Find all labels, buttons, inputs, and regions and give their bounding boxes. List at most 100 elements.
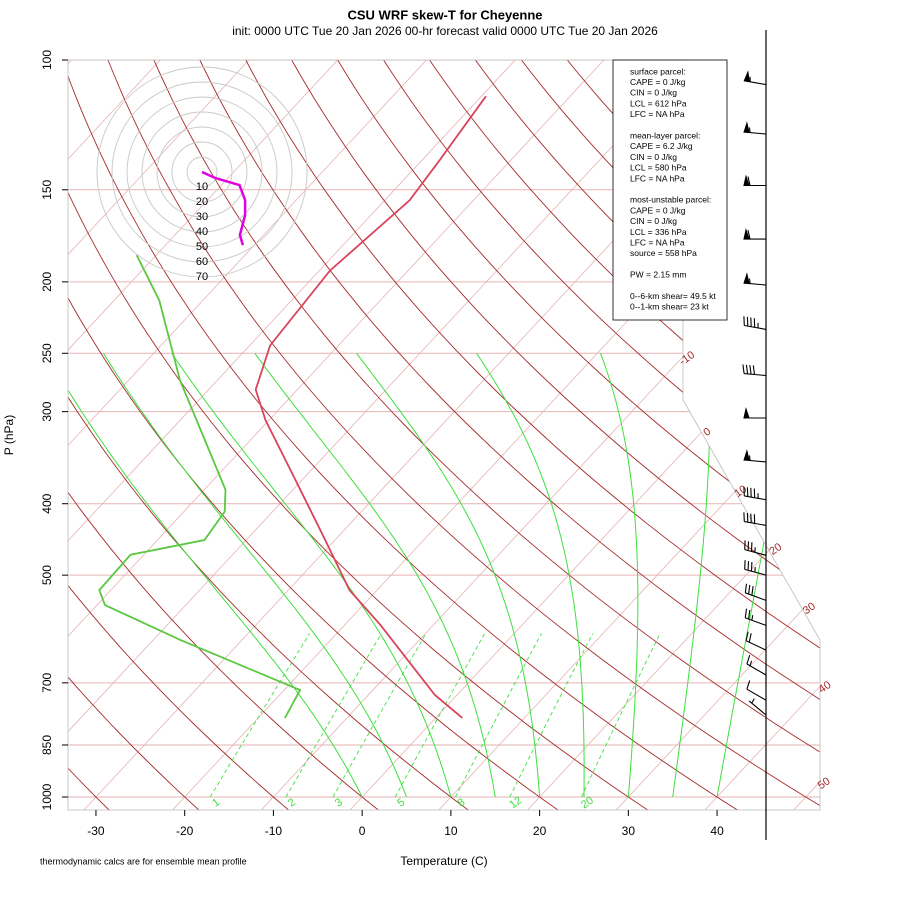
dry-adiabat bbox=[68, 60, 291, 810]
wind-barb bbox=[745, 631, 767, 651]
wind-barb bbox=[744, 583, 767, 601]
wind-barb bbox=[748, 698, 767, 716]
x-tick-label: 0 bbox=[359, 824, 366, 838]
wind-barb bbox=[743, 70, 767, 86]
mixing-ratio-label: 5 bbox=[395, 796, 407, 809]
x-tick-label: 20 bbox=[533, 824, 547, 838]
wind-barb bbox=[743, 121, 767, 135]
hodograph-line bbox=[201, 170, 247, 246]
dry-adiabat bbox=[68, 60, 470, 810]
info-text: LFC = NA hPa bbox=[630, 173, 685, 183]
wind-barb bbox=[743, 228, 766, 240]
isotherm-label: 40 bbox=[817, 679, 834, 696]
info-text: CIN = 0 J/kg bbox=[630, 216, 677, 226]
hodograph-ring bbox=[126, 96, 278, 248]
wind-barb bbox=[744, 608, 767, 626]
dry-adiabat bbox=[68, 60, 201, 810]
hodograph-ring-label: 10 bbox=[196, 181, 208, 193]
hodograph-ring bbox=[96, 66, 308, 278]
hodograph-ring-label: 70 bbox=[196, 271, 208, 283]
mixing-ratio-label: 3 bbox=[333, 796, 345, 809]
hodograph-ring bbox=[186, 156, 218, 188]
x-tick-label: -10 bbox=[265, 824, 283, 838]
isotherm-label: 20 bbox=[767, 541, 784, 558]
wind-barb bbox=[742, 364, 767, 377]
y-axis-label: P (hPa) bbox=[2, 415, 16, 455]
hodograph-ring-label: 30 bbox=[196, 211, 208, 223]
y-tick-label: 500 bbox=[40, 565, 54, 585]
info-text: surface parcel: bbox=[630, 66, 686, 76]
isotherm bbox=[526, 60, 820, 810]
info-box bbox=[612, 59, 728, 321]
mixing-ratio-label: 1 bbox=[210, 796, 222, 809]
info-text: LFC = NA hPa bbox=[630, 109, 685, 119]
hodograph-ring-label: 20 bbox=[196, 196, 208, 208]
dry-adiabat bbox=[68, 60, 560, 810]
dry-adiabat bbox=[68, 60, 740, 810]
info-text: mean-layer parcel: bbox=[630, 130, 700, 140]
info-text: CIN = 0 J/kg bbox=[630, 152, 677, 162]
isotherm bbox=[260, 60, 820, 810]
moist-adiabat bbox=[102, 353, 407, 798]
dry-adiabat bbox=[153, 60, 820, 810]
info-text: LCL = 580 hPa bbox=[630, 163, 687, 173]
hodograph-ring-label: 40 bbox=[196, 226, 208, 238]
y-tick-label: 150 bbox=[40, 179, 54, 199]
info-text: CAPE = 6.2 J/kg bbox=[630, 141, 693, 151]
info-text: CAPE = 0 J/kg bbox=[630, 205, 686, 215]
isotherm-line bbox=[68, 60, 250, 810]
isotherm-label: 50 bbox=[816, 775, 833, 792]
isotherm-line bbox=[68, 60, 516, 810]
moist-adiabat bbox=[476, 353, 585, 797]
isotherm-line bbox=[68, 60, 338, 810]
chart-subtitle: init: 0000 UTC Tue 20 Jan 2026 00-hr for… bbox=[232, 24, 658, 38]
wind-barb bbox=[743, 406, 766, 419]
mixing-ratio-line bbox=[454, 633, 542, 798]
mixing-ratio-line bbox=[581, 633, 661, 798]
mixing-ratio-line bbox=[509, 633, 594, 798]
mixing-ratio-line bbox=[285, 633, 382, 798]
y-tick-label: 250 bbox=[40, 343, 54, 363]
info-text: LCL = 336 hPa bbox=[630, 227, 687, 237]
hodograph-ring bbox=[156, 126, 248, 218]
info-text: most-unstable parcel: bbox=[630, 195, 711, 205]
moist-adiabat bbox=[672, 353, 711, 798]
wind-barb bbox=[743, 449, 767, 463]
info-text: CIN = 0 J/kg bbox=[630, 88, 677, 98]
wind-barb bbox=[743, 486, 767, 501]
moist-adiabat bbox=[254, 353, 496, 798]
info-text: PW = 2.15 mm bbox=[630, 270, 686, 280]
isotherm-line bbox=[68, 60, 605, 810]
dry-adiabat bbox=[337, 60, 820, 810]
y-tick-label: 700 bbox=[40, 673, 54, 693]
dry-adiabat bbox=[68, 60, 380, 810]
isotherm bbox=[614, 60, 820, 810]
x-tick-label: -30 bbox=[87, 824, 105, 838]
hodograph-ring bbox=[141, 111, 263, 233]
profile-line bbox=[98, 254, 302, 719]
moist-adiabat bbox=[356, 352, 541, 798]
dry-adiabat bbox=[68, 60, 650, 810]
wind-barb bbox=[743, 512, 767, 526]
dry-adiabat bbox=[107, 60, 820, 810]
mixing-ratio-line bbox=[394, 633, 486, 798]
isotherm-label: 30 bbox=[801, 600, 818, 617]
hodograph-ring bbox=[111, 81, 293, 263]
mixing-ratio-label: 8 bbox=[455, 796, 467, 809]
y-tick-label: 850 bbox=[40, 735, 54, 755]
isotherm-line bbox=[68, 60, 693, 810]
isotherm-label: 0 bbox=[701, 426, 713, 439]
dry-adiabat bbox=[199, 60, 820, 810]
dry-adiabat bbox=[291, 60, 820, 810]
footnote: thermodynamic calcs are for ensemble mea… bbox=[40, 856, 247, 866]
wind-barb bbox=[743, 316, 767, 330]
y-tick-label: 200 bbox=[40, 272, 54, 292]
wind-barb bbox=[746, 680, 767, 701]
wind-barb bbox=[744, 560, 767, 576]
wind-barb bbox=[743, 272, 767, 286]
info-text: LFC = NA hPa bbox=[630, 237, 685, 247]
isotherm bbox=[348, 60, 820, 810]
x-tick-label: 10 bbox=[444, 824, 458, 838]
x-axis-label: Temperature (C) bbox=[400, 854, 487, 868]
